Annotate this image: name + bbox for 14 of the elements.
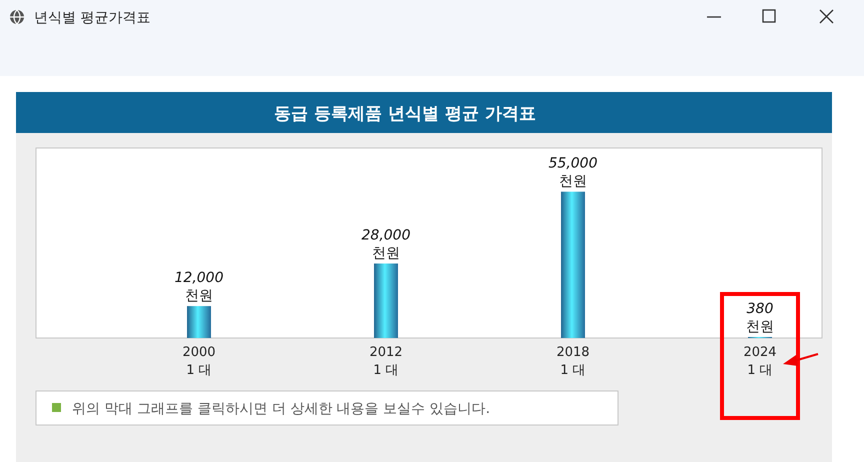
data-label: 28,000 천원	[362, 228, 411, 262]
text: 위의 막대 그래프를 클릭하시면 더 상세한 내용을 보실수 있습니다.	[72, 401, 490, 417]
text: 년식별 평균가격표	[34, 10, 150, 26]
bar	[374, 264, 398, 338]
data-label: 380 천원	[746, 300, 774, 335]
data-label: 12,000 천원	[174, 270, 224, 304]
x-tick-label: 2018 1 대	[556, 345, 590, 378]
x-tick-label: 2012 1 대	[369, 345, 403, 378]
chart-title: 동급 등록제품 년식별 평균 가격표	[274, 104, 536, 124]
x-tick-label: 2024 1 대	[743, 345, 777, 378]
x-tick-label: 2000 1 대	[182, 345, 216, 378]
data-label: 55,000 천원	[548, 156, 598, 190]
bar	[561, 192, 585, 338]
bar	[187, 306, 211, 338]
